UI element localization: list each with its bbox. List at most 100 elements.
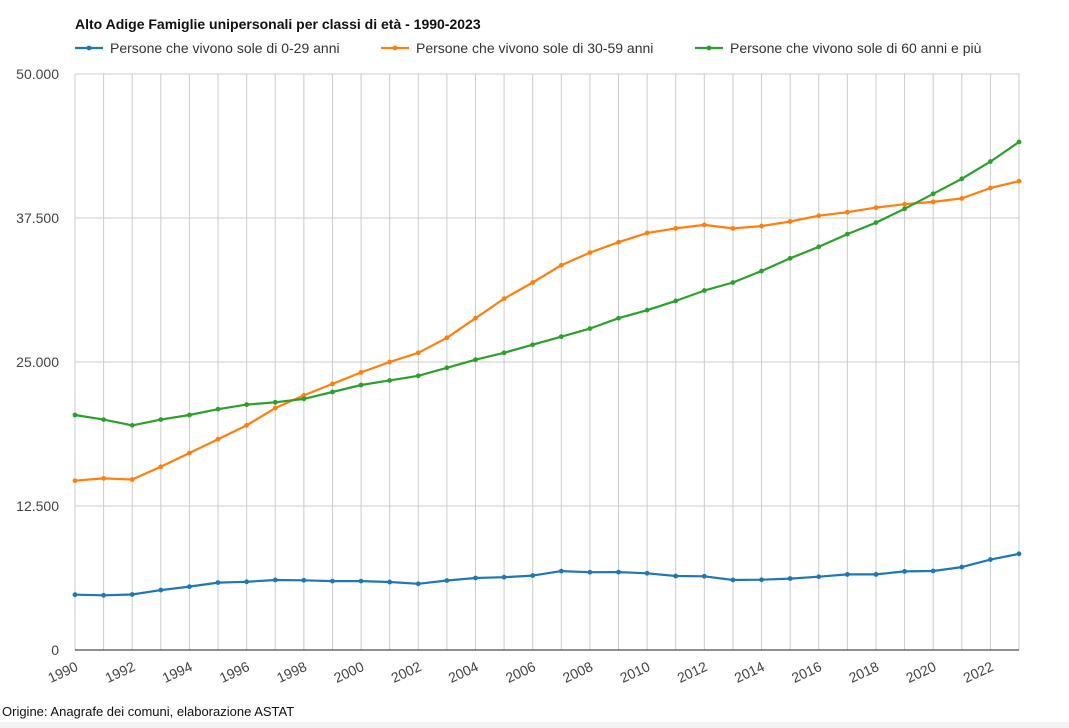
data-point (1016, 178, 1022, 184)
data-point (873, 220, 879, 226)
data-point (272, 405, 278, 411)
data-point (72, 478, 78, 484)
horizontal-gridlines (75, 73, 1019, 651)
x-tick-label: 2018 (846, 658, 881, 686)
data-point (444, 578, 450, 583)
x-tick-label: 2006 (503, 658, 538, 686)
data-point (730, 280, 736, 285)
data-point (415, 373, 421, 379)
data-point (101, 417, 107, 422)
data-point (358, 578, 364, 584)
x-tick-label: 2014 (732, 658, 767, 686)
data-point (587, 569, 593, 575)
data-point (330, 381, 335, 387)
data-point (902, 569, 907, 574)
data-point (415, 581, 421, 587)
data-point (215, 580, 221, 586)
data-point (72, 592, 78, 598)
data-point (930, 568, 936, 574)
series-2 (72, 178, 1022, 484)
data-point (444, 365, 450, 371)
data-point (473, 357, 478, 363)
data-point (873, 572, 879, 577)
data-point (244, 402, 250, 408)
data-point (673, 225, 679, 231)
series-3 (72, 139, 1022, 428)
data-point (129, 592, 135, 597)
data-point (244, 579, 250, 585)
data-point (930, 191, 936, 197)
x-axis: 1990 1992 1994 1996 1998 2000 2002 2004 2006 2008… (45, 658, 996, 686)
data-point (587, 326, 593, 331)
data-point (530, 342, 536, 348)
data-point (816, 574, 822, 580)
series-line (74, 552, 1020, 597)
data-point (158, 587, 164, 593)
x-tick-label: 2022 (961, 658, 996, 686)
data-point (473, 315, 478, 321)
legend-label: Persone che vivono sole di 30-59 anni (416, 40, 653, 56)
data-point (501, 296, 507, 302)
data-point (959, 196, 965, 201)
data-point (301, 393, 307, 398)
data-point (473, 575, 478, 581)
x-tick-label: 1990 (45, 658, 80, 686)
data-point (501, 574, 507, 580)
series-line (74, 141, 1020, 427)
data-point (616, 315, 621, 321)
data-point (215, 406, 221, 412)
x-tick-label: 2016 (789, 658, 824, 686)
data-point (101, 592, 107, 598)
y-tick-label: 50.000 (16, 66, 59, 82)
y-axis: 0 12.500 25.000 37.500 50.000 (16, 66, 1019, 658)
x-tick-label: 2012 (675, 658, 710, 686)
data-point (844, 572, 850, 577)
data-point (330, 578, 335, 584)
y-tick-label: 37.500 (16, 210, 59, 226)
data-point (959, 564, 965, 570)
data-point (701, 288, 707, 293)
series-line (74, 180, 1020, 482)
chart-title: Alto Adige Famiglie unipersonali per cla… (75, 16, 481, 32)
data-point (987, 185, 993, 191)
data-point (330, 389, 335, 395)
series-layer (72, 139, 1022, 598)
data-point (387, 579, 393, 585)
data-point (587, 250, 593, 255)
data-point (816, 213, 822, 219)
series-1 (72, 551, 1022, 598)
data-point (501, 350, 507, 356)
data-point (387, 378, 393, 383)
data-point (187, 412, 192, 418)
legend-item-2: Persone che vivono sole di 30-59 anni (381, 40, 653, 56)
data-point (530, 280, 536, 285)
y-tick-label: 25.000 (16, 354, 59, 370)
data-point (644, 307, 650, 313)
data-point (129, 422, 135, 428)
data-point (644, 570, 650, 576)
data-point (415, 350, 421, 356)
x-tick-label: 2020 (903, 658, 938, 686)
data-point (930, 199, 936, 205)
data-point (873, 205, 879, 211)
data-point (616, 569, 621, 575)
legend-marker (392, 45, 398, 51)
data-point (701, 573, 707, 579)
legend-label: Persone che vivono sole di 60 anni e più (730, 40, 981, 56)
data-point (902, 206, 907, 212)
data-point (787, 219, 793, 224)
data-point (1016, 551, 1022, 557)
data-point (187, 584, 192, 590)
data-point (673, 573, 679, 579)
data-point (987, 557, 993, 562)
data-point (558, 262, 564, 268)
data-point (244, 422, 250, 428)
data-point (358, 369, 364, 375)
data-point (616, 239, 621, 245)
data-point (272, 577, 278, 583)
data-point (358, 382, 364, 388)
x-tick-label: 2010 (617, 658, 652, 686)
legend-marker (706, 45, 712, 51)
data-point (844, 231, 850, 237)
data-point (187, 450, 192, 456)
